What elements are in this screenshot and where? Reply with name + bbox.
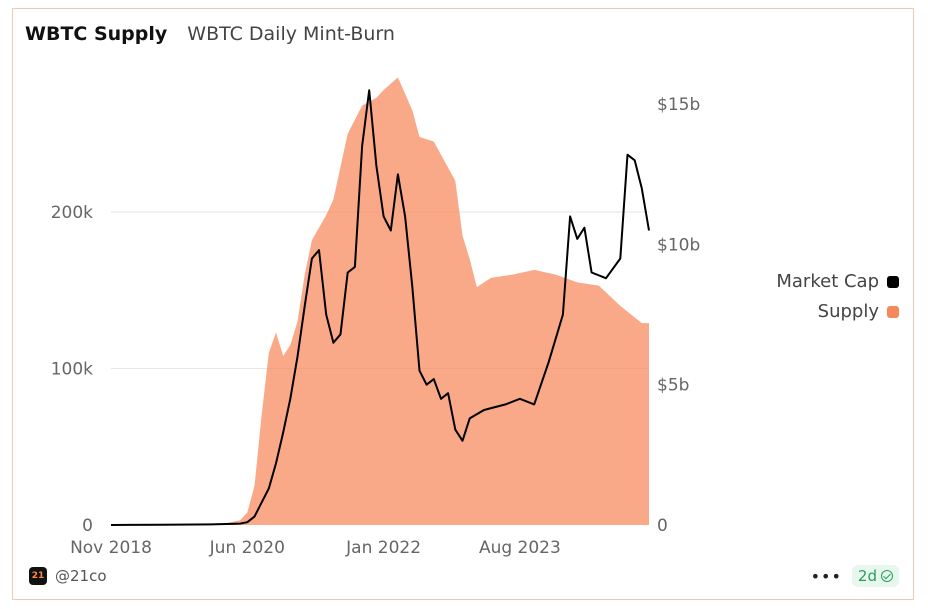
chart-footer-actions: ••• 2d: [811, 565, 899, 587]
legend-swatch-market-cap: [887, 275, 899, 288]
legend-label-supply: Supply: [817, 301, 879, 322]
author-handle: @21co: [55, 567, 107, 585]
x-tick-label: Nov 2018: [70, 538, 152, 558]
market-cap-line: [110, 89, 650, 526]
tab-wbtc-daily-mint-burn[interactable]: WBTC Daily Mint-Burn: [187, 23, 395, 45]
chart-card: WBTC Supply WBTC Daily Mint-Burn 0 100k 20…: [12, 8, 914, 600]
supply-chart: 0 100k 200k 0 $5b $10b $15b Nov 2018 Jun 2020 Jan…: [51, 77, 700, 558]
legend-item-market-cap[interactable]: Market Cap: [776, 271, 899, 292]
left-tick-label: 100k: [51, 360, 93, 380]
left-tick-label: 0: [82, 516, 93, 536]
x-tick-label: Aug 2023: [479, 538, 561, 558]
more-options-icon[interactable]: •••: [810, 566, 842, 586]
tab-wbtc-supply[interactable]: WBTC Supply: [25, 23, 168, 45]
left-tick-label: 200k: [51, 203, 93, 223]
x-tick-label: Jun 2020: [209, 538, 285, 558]
legend-label-market-cap: Market Cap: [776, 271, 879, 292]
right-tick-label: $5b: [657, 376, 689, 396]
right-tick-label: $10b: [657, 235, 700, 255]
right-tick-label: 0: [657, 516, 668, 536]
check-circle-icon: [881, 570, 893, 582]
freshness-label: 2d: [857, 567, 877, 585]
21co-logo-icon: 21: [29, 567, 47, 585]
x-tick-label: Jan 2022: [345, 538, 421, 558]
author-credit[interactable]: 21 @21co: [29, 567, 107, 585]
chart-legend: Market Cap Supply: [776, 271, 899, 322]
supply-area: [111, 77, 649, 526]
legend-swatch-supply: [887, 305, 899, 318]
legend-item-supply[interactable]: Supply: [818, 301, 899, 322]
chart-tabs: WBTC Supply WBTC Daily Mint-Burn: [25, 23, 395, 45]
freshness-badge[interactable]: 2d: [851, 565, 899, 587]
right-tick-label: $15b: [657, 95, 700, 115]
